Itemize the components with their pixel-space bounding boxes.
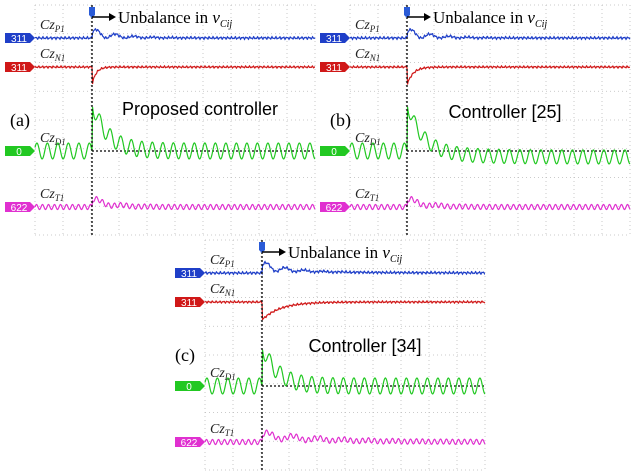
waveform [205, 262, 485, 275]
text-part: D1 [54, 137, 66, 147]
annotation: Unbalance in vCij [433, 8, 547, 30]
text-part: D1 [224, 372, 236, 382]
channel-marker-label: 0 [16, 147, 22, 158]
channel-marker-label: 622 [326, 203, 343, 214]
annotation: Unbalance in vCij [118, 8, 232, 30]
text-part: Cz [355, 131, 370, 146]
channel-label: CzD1 [210, 366, 236, 382]
waveform [35, 197, 315, 210]
panel-title: Controller [34] [308, 336, 421, 356]
channel-marker-label: 0 [186, 382, 192, 393]
text-part: P1 [54, 24, 65, 34]
channel-marker-label: 311 [326, 63, 342, 74]
panel-label: (b) [330, 110, 351, 131]
text-part: Unbalance in [433, 8, 527, 27]
channel-label: CzT1 [355, 187, 379, 203]
text-part: Cz [40, 47, 55, 62]
channel-label: CzD1 [355, 131, 381, 147]
text-part: Cij [220, 19, 232, 30]
text-part: Cz [210, 282, 225, 297]
text-part: N1 [224, 288, 236, 298]
channel-marker-label: 311 [181, 269, 197, 280]
waveform [350, 197, 630, 210]
channel-label: CzT1 [40, 187, 64, 203]
text-part: Unbalance in [118, 8, 212, 27]
text-part: Cz [40, 187, 55, 202]
channel-marker-label: 311 [326, 34, 342, 45]
annotation: Unbalance in vCij [288, 243, 402, 265]
channel-marker-label: 311 [11, 34, 27, 45]
arrow-head [424, 13, 431, 21]
channel-marker-label: 622 [181, 438, 198, 449]
channel-label: CzD1 [40, 131, 66, 147]
channel-label: CzN1 [210, 282, 235, 298]
text-part: Cz [210, 253, 225, 268]
text-part: Unbalance in [288, 243, 382, 262]
arrow-head [279, 248, 286, 256]
channel-label: CzN1 [355, 47, 380, 63]
panel-title: Controller [25] [448, 102, 561, 122]
channel-label: CzT1 [210, 422, 234, 438]
text-part: Cz [40, 131, 55, 146]
channel-label: CzP1 [40, 18, 65, 34]
text-part: N1 [54, 53, 66, 63]
panel-label: (c) [175, 345, 195, 366]
text-part: Cz [355, 18, 370, 33]
channel-marker-label: 311 [11, 63, 27, 74]
text-part: Cij [390, 254, 402, 265]
text-part: Cz [210, 366, 225, 381]
text-part: T1 [55, 193, 65, 203]
text-part: Cij [535, 19, 547, 30]
channel-label: CzP1 [355, 18, 380, 34]
channel-marker-label: 0 [331, 147, 337, 158]
text-part: Cz [40, 18, 55, 33]
figure: 311CzP1311CzN10CzD1622CzT1Unbalance in v… [0, 0, 631, 472]
channel-label: CzN1 [40, 47, 65, 63]
channel-marker-label: 622 [11, 203, 28, 214]
waveform [205, 301, 485, 320]
text-part: P1 [224, 259, 235, 269]
panel-title: Proposed controller [122, 99, 278, 119]
panel-label: (a) [10, 110, 30, 131]
text-part: D1 [369, 137, 381, 147]
text-part: Cz [210, 422, 225, 437]
text-part: Cz [355, 187, 370, 202]
arrow-head [109, 13, 116, 21]
channel-label: CzP1 [210, 253, 235, 269]
text-part: P1 [369, 24, 380, 34]
text-part: T1 [225, 428, 235, 438]
channel-marker-label: 311 [181, 298, 197, 309]
text-part: Cz [355, 47, 370, 62]
text-part: N1 [369, 53, 381, 63]
text-part: T1 [370, 193, 380, 203]
